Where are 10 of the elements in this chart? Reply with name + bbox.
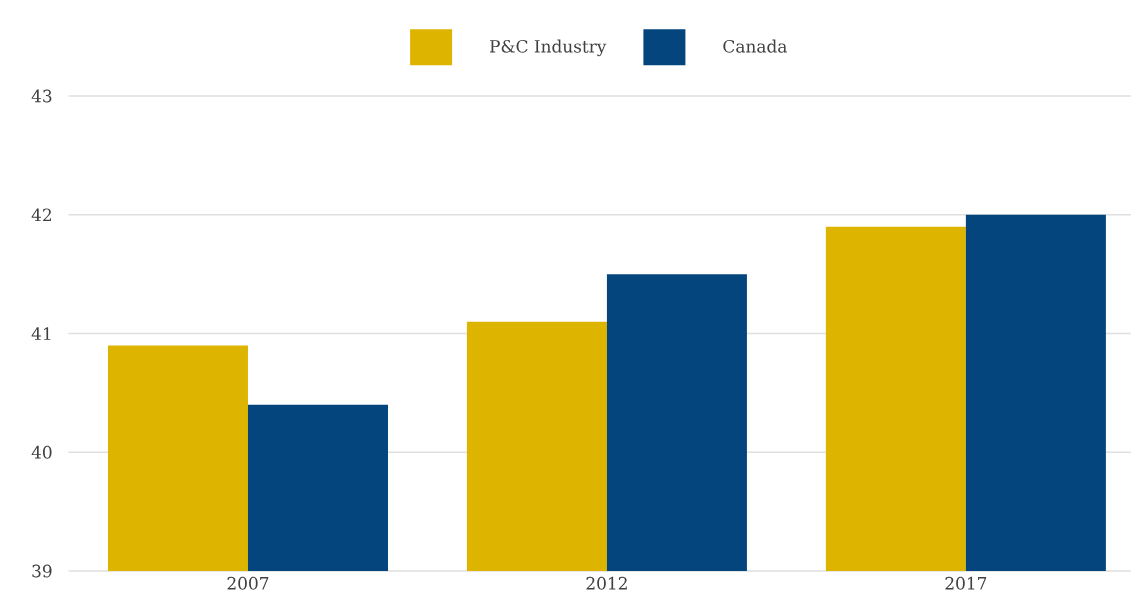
legend-label: P&C Industry: [490, 39, 607, 57]
y-tick-label: 41: [31, 327, 51, 340]
x-tick-label: 2012: [586, 576, 627, 590]
y-tick-label: 40: [31, 445, 52, 459]
x-tick-label: 2017: [945, 576, 987, 590]
legend-label: Canada: [723, 39, 787, 53]
y-tick-label: 39: [32, 564, 52, 578]
x-tick-label: 2007: [227, 576, 269, 590]
y-tick-label: 42: [31, 208, 51, 222]
y-tick-label: 43: [31, 89, 52, 103]
